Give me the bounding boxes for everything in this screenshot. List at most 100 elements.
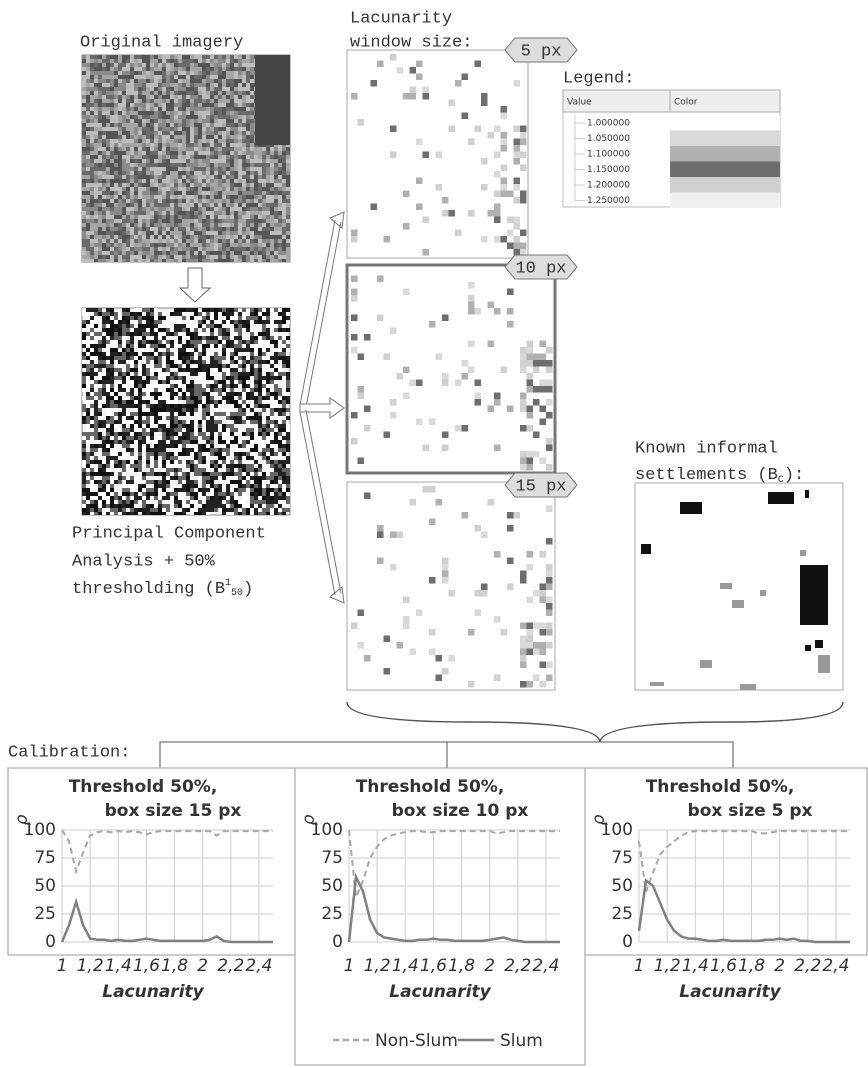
pixel [126,324,130,328]
pixel [102,111,106,115]
pixel [222,472,226,476]
cell [481,184,488,191]
pixel [134,75,138,79]
pixel [222,103,226,107]
pixel [110,223,114,227]
pixel [142,512,146,515]
pixel [190,452,194,456]
pixel [154,167,158,171]
pixel [146,63,150,67]
pixel [226,376,230,380]
pixel [162,488,166,492]
pixel [178,312,182,316]
pixel [178,340,182,344]
pixel [234,59,238,63]
pixel [150,215,154,219]
pixel [274,195,278,199]
pixel [166,452,170,456]
pixel [186,87,190,91]
pixel [118,71,122,75]
pixel [102,312,106,316]
pixel [194,111,198,115]
pixel [162,468,166,472]
pixel [126,412,130,416]
pixel [174,428,178,432]
pixel [150,316,154,320]
pixel [202,207,206,211]
pixel [134,111,138,115]
pixel [166,392,170,396]
pixel [254,456,258,460]
pixel [118,400,122,404]
pixel [154,340,158,344]
cell [383,431,390,438]
pixel [206,440,210,444]
pixel [166,131,170,135]
pixel [286,408,290,412]
pixel [226,464,230,468]
pixel [130,231,134,235]
pixel [154,440,158,444]
pixel [210,91,214,95]
pixel [142,75,146,79]
pixel [114,508,118,512]
pixel [106,432,110,436]
pixel [154,107,158,111]
pixel [226,187,230,191]
pixel [210,63,214,67]
pixel [210,440,214,444]
cell [383,236,390,243]
pixel [122,123,126,127]
pixel [154,255,158,259]
pixel [250,512,254,515]
pixel [202,484,206,488]
cell [403,622,410,629]
cell [520,138,527,145]
pixel [134,175,138,179]
pixel [106,151,110,155]
pixel [146,227,150,231]
pixel [130,332,134,336]
pixel [126,155,130,159]
pixel [238,484,242,488]
pixel [258,179,262,183]
pixel [146,91,150,95]
pixel [110,187,114,191]
pixel [146,424,150,428]
pixel [270,199,274,203]
pixel [170,440,174,444]
pixel [254,488,258,492]
pixel [166,492,170,496]
cell [442,577,449,584]
pixel [226,255,230,259]
known-line: Known informal [635,439,778,458]
pixel [122,432,126,436]
pixel [166,332,170,336]
pixel [214,500,218,504]
cell [435,655,442,662]
pixel [170,344,174,348]
pixel [258,312,262,316]
pixel [126,143,130,147]
pixel [82,328,86,332]
pixel [102,223,106,227]
pixel [138,444,142,448]
pixel [102,67,106,71]
pixel [274,227,278,231]
pixel [198,59,202,63]
pixel [86,223,90,227]
pixel [82,468,86,472]
cell [520,681,527,688]
pixel [154,424,158,428]
pixel [102,320,106,324]
settlement [641,544,651,554]
pixel [90,127,94,131]
pixel [242,227,246,231]
pixel [270,404,274,408]
pixel [242,247,246,251]
pixel [150,135,154,139]
pixel [286,320,290,324]
cell [520,642,527,649]
pixel [266,508,270,512]
x-tick-label: 1,2 [654,956,681,976]
